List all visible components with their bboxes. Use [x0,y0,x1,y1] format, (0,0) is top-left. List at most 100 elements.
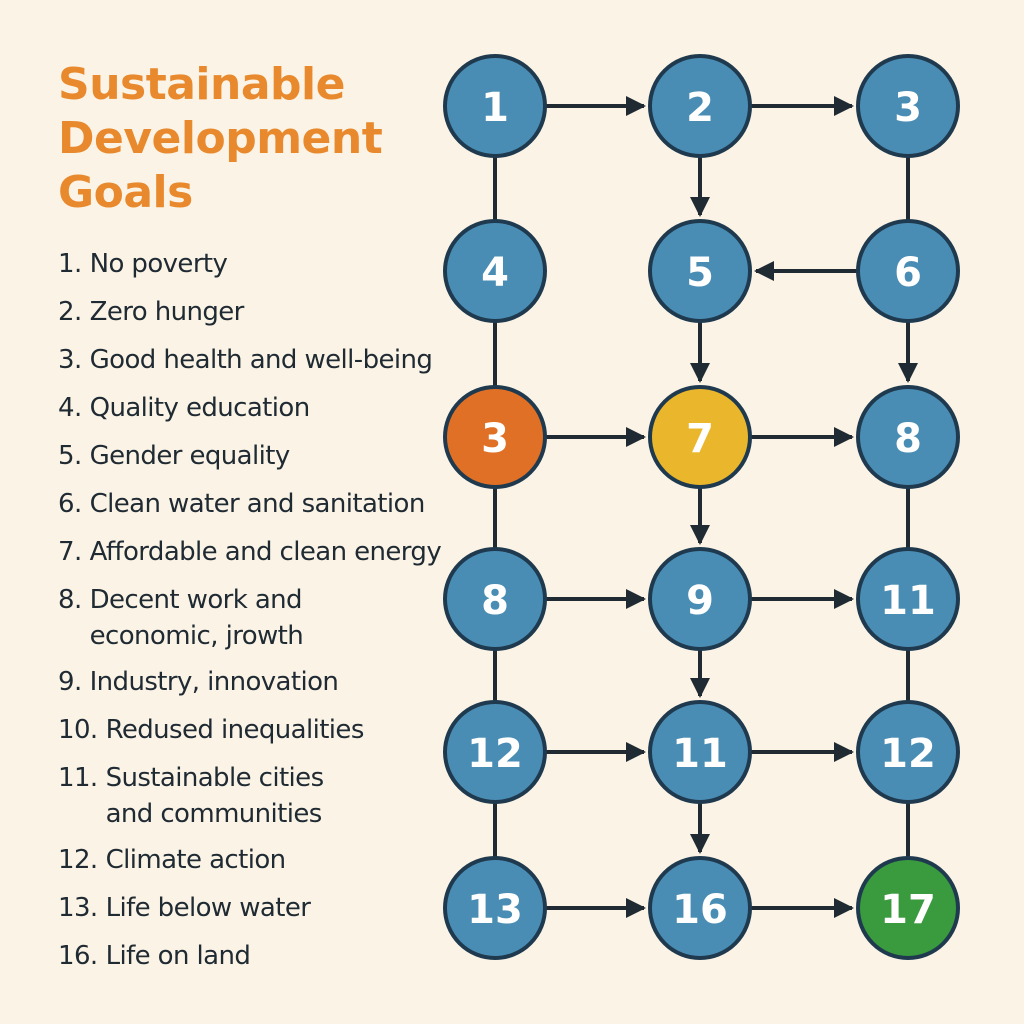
goal-node-label: 7 [686,416,714,462]
goal-item-5: 5. Gender equality [58,438,478,474]
goal-item-10: 10. Redused inequalities [58,712,478,748]
goal-number: 3. [58,345,82,375]
goal-number: 11. [58,763,98,793]
goal-node-circle [648,385,752,489]
goal-node-r5c2: 11 [648,700,752,804]
goal-node-label: 8 [481,578,509,624]
goal-node-r5c3: 12 [856,700,960,804]
goal-item-4: 4. Quality education [58,390,478,426]
goal-node-circle [443,385,547,489]
diagram-title: Sustainable Development Goals [58,58,438,220]
goal-node-label: 6 [894,250,922,296]
goal-node-circle [856,219,960,323]
goal-text: Life on land [105,941,251,971]
goal-number: 7. [58,537,82,567]
goal-node-r2c2: 5 [648,219,752,323]
goal-item-9: 9. Industry, innovation [58,664,478,700]
goal-node-label: 16 [672,887,728,933]
goal-text: Gender equality [89,441,291,471]
goal-node-circle [856,385,960,489]
goal-text: Life below water [105,893,311,923]
goal-node-circle [443,856,547,960]
goal-number: 2. [58,297,82,327]
goal-number: 1. [58,249,82,279]
goal-node-r1c2: 2 [648,54,752,158]
goal-node-r4c2: 9 [648,547,752,651]
goal-text: Good health and well-being [89,345,433,375]
goal-item-6: 6. Clean water and sanitation [58,486,478,522]
goal-text: Redused inequalities [105,715,365,745]
goal-item-3: 3. Good health and well-being [58,342,478,378]
goal-node-label: 3 [894,85,922,131]
edges-layer [493,96,918,918]
goal-node-r3c1: 3 [443,385,547,489]
goal-node-label: 17 [880,887,936,933]
goal-number: 9. [58,667,82,697]
goal-node-circle [443,700,547,804]
goal-item-1: 1. No poverty [58,246,478,282]
goal-number: 6. [58,489,82,519]
goal-node-label: 2 [686,85,714,131]
goal-node-circle [443,547,547,651]
goal-text: Decent work and economic, jrowth [89,585,304,651]
goal-node-circle [648,547,752,651]
goal-node-label: 9 [686,578,714,624]
goal-node-r1c1: 1 [443,54,547,158]
title-line-3: Goals [58,167,193,218]
goal-number: 12. [58,845,98,875]
goal-node-circle [443,219,547,323]
goal-item-11: 11. Sustainable cities and communities [58,760,478,832]
goal-text: Industry, innovation [89,667,339,697]
goal-node-label: 12 [467,731,523,777]
goal-number: 8. [58,585,82,615]
goal-node-circle [856,547,960,651]
goal-item-2: 2. Zero hunger [58,294,478,330]
goal-node-label: 11 [880,578,936,624]
goal-node-label: 5 [686,250,714,296]
goal-node-label: 13 [467,887,523,933]
goal-text: Clean water and sanitation [89,489,426,519]
goal-text: No poverty [89,249,228,279]
goal-node-circle [648,856,752,960]
goal-text: Sustainable cities and communities [105,763,325,829]
goal-node-r6c2: 16 [648,856,752,960]
goal-node-circle [856,856,960,960]
goal-number: 10. [58,715,98,745]
goal-item-8: 8. Decent work and economic, jrowth [58,582,478,654]
goal-node-label: 4 [481,250,509,296]
goal-node-r2c1: 4 [443,219,547,323]
goal-node-r6c3: 17 [856,856,960,960]
goal-text: Climate action [105,845,287,875]
goal-item-13: 13. Life below water [58,890,478,926]
goal-number: 16. [58,941,98,971]
goal-node-label: 3 [481,416,509,462]
goal-number: 13. [58,893,98,923]
title-line-2: Development [58,113,383,164]
goal-number: 4. [58,393,82,423]
goal-node-r1c3: 3 [856,54,960,158]
goal-node-r6c1: 13 [443,856,547,960]
goal-item-7: 7. Affordable and clean energy [58,534,478,570]
goal-node-r3c2: 7 [648,385,752,489]
goal-node-label: 12 [880,731,936,777]
goal-node-circle [443,54,547,158]
goal-node-label: 8 [894,416,922,462]
goal-list: 1. No poverty 2. Zero hunger 3. Good health… [58,246,478,986]
goal-node-label: 1 [481,85,509,131]
goal-number: 5. [58,441,82,471]
title-line-1: Sustainable [58,59,345,110]
goal-node-circle [856,54,960,158]
goal-node-r2c3: 6 [856,219,960,323]
goal-item-12: 12. Climate action [58,842,478,878]
goal-node-circle [648,54,752,158]
goal-text: Quality education [89,393,311,423]
goal-text: Zero hunger [89,297,245,327]
goal-node-circle [648,700,752,804]
goal-node-circle [648,219,752,323]
goal-node-r4c1: 8 [443,547,547,651]
goal-node-r3c3: 8 [856,385,960,489]
goal-node-label: 11 [672,731,728,777]
goal-node-r4c3: 11 [856,547,960,651]
